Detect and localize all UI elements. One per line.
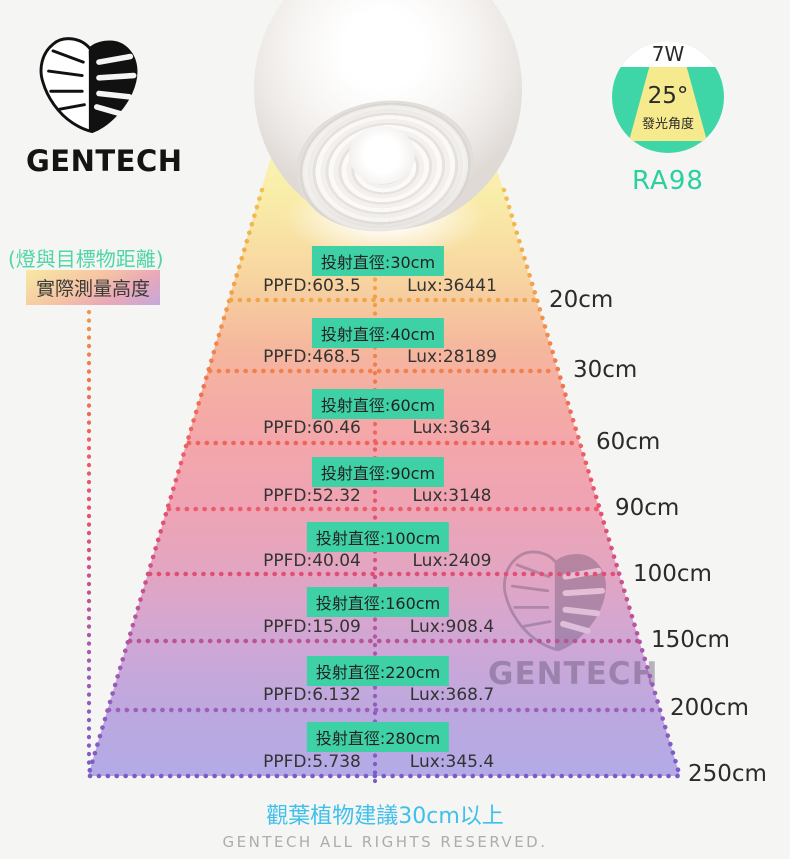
- projection-diameter-badge: 投射直徑:60cm: [311, 389, 445, 419]
- beam-angle-label: 發光角度: [641, 117, 694, 132]
- distance-note-label: (燈與目標物距離): [8, 247, 164, 271]
- projection-diameter-badge: 投射直徑:30cm: [311, 246, 445, 276]
- ppfd-value: PPFD:60.46: [263, 418, 361, 438]
- brand-logo-text: GENTECH: [26, 144, 183, 178]
- plant-recommendation-text: 觀葉植物建議30cm以上: [266, 804, 504, 829]
- ppfd-value: PPFD:6.132: [263, 685, 361, 705]
- lux-value: Lux:36441: [407, 276, 497, 296]
- height-distance-label: 200cm: [670, 695, 749, 721]
- lux-value: Lux:28189: [407, 347, 497, 367]
- height-distance-label: 60cm: [596, 429, 661, 455]
- cri-rating-label: RA98: [632, 166, 704, 196]
- ppfd-value: PPFD:40.04: [263, 551, 361, 571]
- watermark-logo-text: GENTECH: [488, 656, 659, 692]
- lux-value: Lux:3634: [412, 418, 492, 438]
- beam-angle-value: 25°: [647, 83, 689, 109]
- lux-value: Lux:345.4: [409, 752, 495, 772]
- measured-height-label: 實際測量高度: [26, 270, 161, 305]
- height-distance-label: 100cm: [633, 561, 712, 587]
- ppfd-value: PPFD:468.5: [263, 347, 361, 367]
- brand-monstera-leaf-icon: [39, 37, 138, 134]
- ppfd-value: PPFD:5.738: [263, 752, 361, 772]
- height-distance-label: 250cm: [688, 761, 767, 787]
- height-distance-label: 90cm: [615, 495, 680, 521]
- projection-diameter-badge: 投射直徑:160cm: [306, 587, 450, 617]
- wattage-label: 7W: [651, 42, 685, 66]
- lux-value: Lux:368.7: [409, 685, 495, 705]
- ppfd-value: PPFD:52.32: [263, 486, 361, 506]
- projection-diameter-badge: 投射直徑:280cm: [306, 722, 450, 752]
- projection-diameter-badge: 投射直徑:100cm: [306, 522, 450, 552]
- watermark-monstera-leaf-icon: [503, 550, 606, 652]
- height-distance-label: 20cm: [549, 287, 614, 313]
- ppfd-value: PPFD:15.09: [263, 617, 361, 637]
- copyright-text: GENTECH ALL RIGHTS RESERVED.: [222, 833, 548, 851]
- ppfd-value: PPFD:603.5: [263, 276, 361, 296]
- lux-value: Lux:2409: [412, 551, 492, 571]
- spec-badge-top-band: [612, 41, 724, 67]
- lux-value: Lux:908.4: [409, 617, 495, 637]
- height-distance-label: 150cm: [651, 627, 730, 653]
- projection-diameter-badge: 投射直徑:90cm: [311, 457, 445, 487]
- projection-diameter-badge: 投射直徑:40cm: [311, 318, 445, 348]
- height-distance-label: 30cm: [573, 357, 638, 383]
- lux-value: Lux:3148: [412, 486, 492, 506]
- projection-diameter-badge: 投射直徑:220cm: [306, 656, 450, 686]
- spec-badge-circle: 7W 25° 發光角度: [612, 41, 724, 153]
